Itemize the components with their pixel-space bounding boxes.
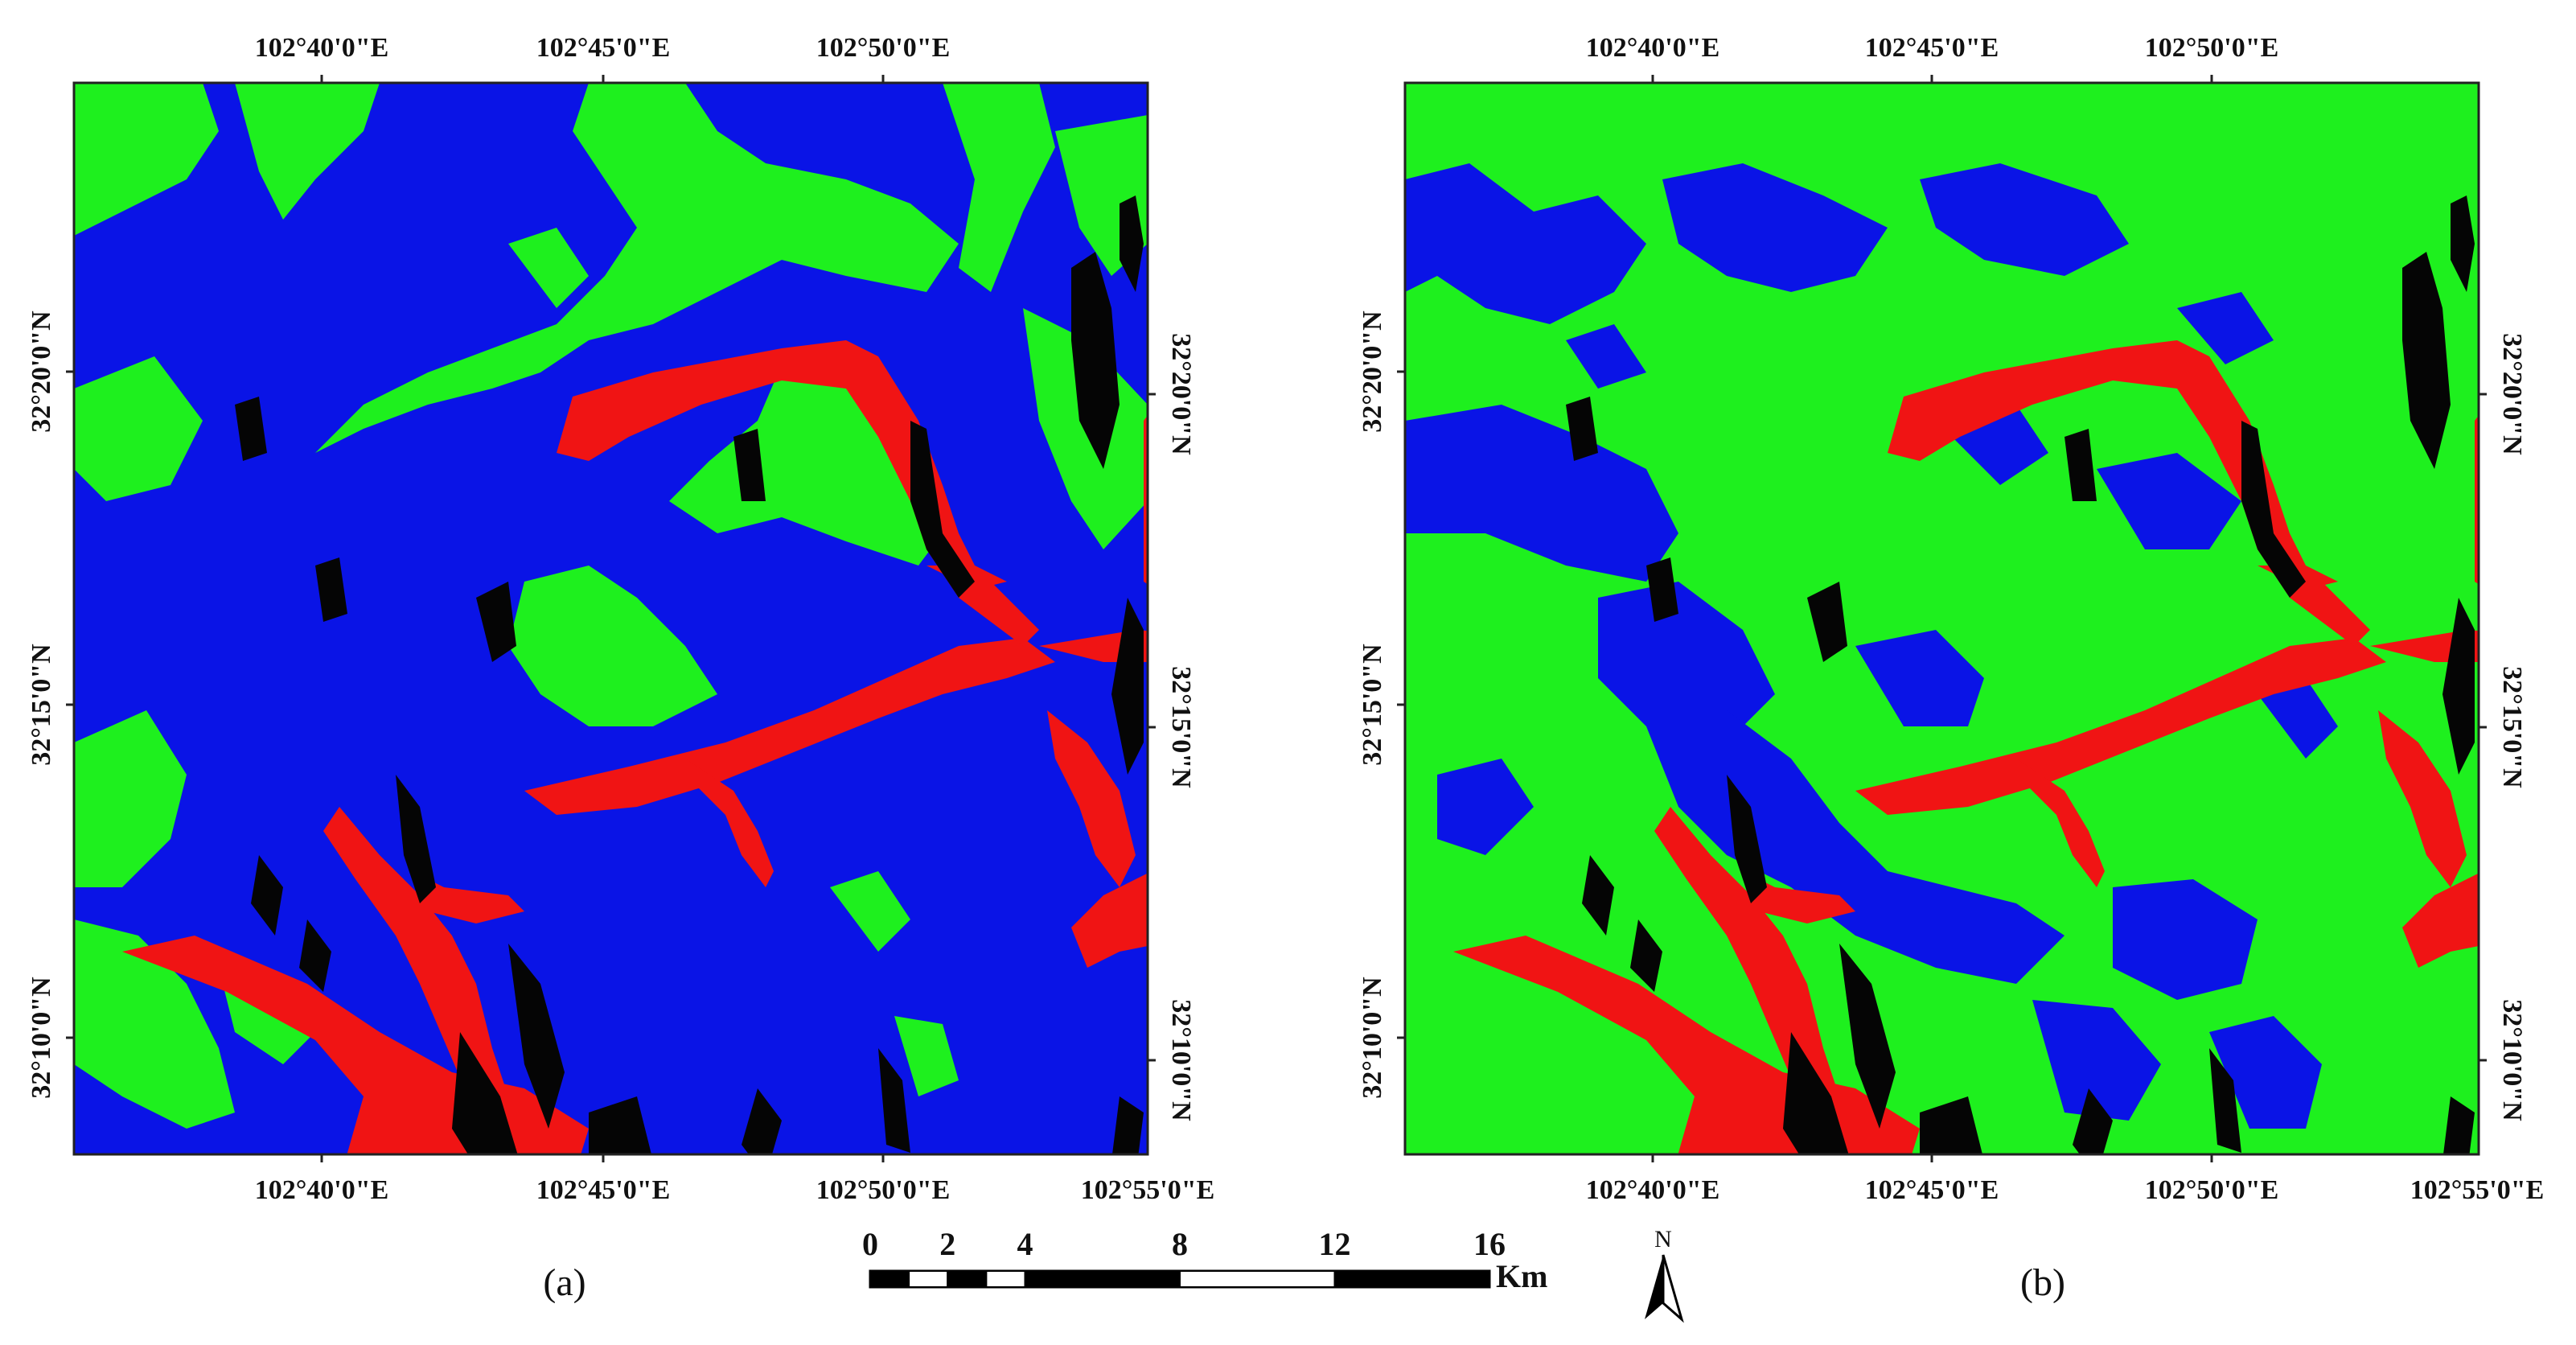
map-a-bottom-lon-tick: 102°50'0"E	[816, 1175, 951, 1205]
frame-ticks	[66, 75, 2487, 1162]
scale-bar-tick-label: 2	[939, 1226, 955, 1262]
map-a-bottom-lon-tick: 102°40'0"E	[255, 1175, 389, 1205]
map-a-axis-labels: 102°40'0"E 102°45'0"E 102°50'0"E 102°40'…	[27, 33, 1214, 1304]
scale-bar-segment	[1333, 1270, 1490, 1288]
scale-bar-unit: Km	[1496, 1258, 1547, 1294]
map-a-left-lat-tick: 32°10'0"N	[27, 977, 56, 1099]
map-a-top-lon-tick: 102°50'0"E	[816, 33, 951, 63]
map-a-left-lat-tick: 32°20'0"N	[27, 311, 56, 433]
map-a-frame	[72, 81, 1149, 1156]
scale-bar-segment	[947, 1270, 988, 1288]
map-panel-a	[72, 81, 1149, 1156]
scale-bar-tick-label: 8	[1172, 1226, 1188, 1262]
map-a-green-zones	[74, 83, 1148, 1129]
map-b-left-lat-tick: 32°10'0"N	[1358, 977, 1387, 1099]
scale-bar-tick-label: 0	[862, 1226, 878, 1262]
map-a-right-lat-tick: 32°10'0"N	[1166, 999, 1196, 1121]
map-a-left-lat-tick: 32°15'0"N	[27, 644, 56, 766]
map-b-frame	[1403, 81, 2480, 1156]
map-b-bottom-lon-tick: 102°55'0"E	[2410, 1175, 2545, 1205]
map-b-right-lat-tick: 32°20'0"N	[2497, 333, 2527, 455]
map-b-axis-labels: 102°40'0"E 102°45'0"E 102°50'0"E 102°40'…	[1358, 33, 2544, 1304]
scale-bar-tick-label: 12	[1319, 1226, 1351, 1262]
map-b-bottom-lon-tick: 102°40'0"E	[1586, 1175, 1720, 1205]
scale-bar-segment	[985, 1270, 1026, 1288]
scale-bar-tick-label: 16	[1473, 1226, 1506, 1262]
map-a-top-lon-tick: 102°45'0"E	[536, 33, 671, 63]
map-b-blue-zones	[1405, 163, 2338, 1129]
map-b-left-lat-tick: 32°15'0"N	[1358, 644, 1387, 766]
scale-bar-tick-label: 4	[1017, 1226, 1033, 1262]
map-a-right-lat-tick: 32°15'0"N	[1166, 666, 1196, 788]
map-b-bottom-lon-tick: 102°45'0"E	[1865, 1175, 1999, 1205]
map-a-caption: (a)	[543, 1261, 585, 1304]
scale-bar-segment	[908, 1270, 949, 1288]
scale-bar-segment	[869, 1270, 910, 1288]
map-a-right-lat-tick: 32°20'0"N	[1166, 333, 1196, 455]
scale-bar-segment	[1024, 1270, 1181, 1288]
north-arrow-label: N	[1654, 1226, 1672, 1252]
scale-bar-labels: 0 2 4 8 12 16	[862, 1226, 1506, 1262]
map-b-right-lat-tick: 32°10'0"N	[2497, 999, 2527, 1121]
map-b-right-lat-tick: 32°15'0"N	[2497, 666, 2527, 788]
scale-bar-segment	[1179, 1270, 1336, 1288]
map-b-top-lon-tick: 102°45'0"E	[1865, 33, 1999, 63]
scale-bar: 0 2 4 8 12 16 Km	[862, 1226, 1547, 1294]
map-b-bottom-lon-tick: 102°50'0"E	[2145, 1175, 2279, 1205]
map-a-bottom-lon-tick: 102°45'0"E	[536, 1175, 671, 1205]
map-b-classification	[1405, 163, 2479, 1154]
map-panel-b	[1403, 81, 2480, 1156]
north-arrow-icon: N	[1645, 1226, 1684, 1323]
map-a-bottom-lon-tick: 102°55'0"E	[1081, 1175, 1215, 1205]
scale-bar-segments	[869, 1270, 1490, 1288]
map-a-classification	[74, 83, 1148, 1154]
map-b-caption: (b)	[2020, 1261, 2065, 1304]
map-b-top-lon-tick: 102°40'0"E	[1586, 33, 1720, 63]
map-a-top-lon-tick: 102°40'0"E	[255, 33, 389, 63]
map-b-top-lon-tick: 102°50'0"E	[2145, 33, 2279, 63]
map-b-left-lat-tick: 32°20'0"N	[1358, 311, 1387, 433]
